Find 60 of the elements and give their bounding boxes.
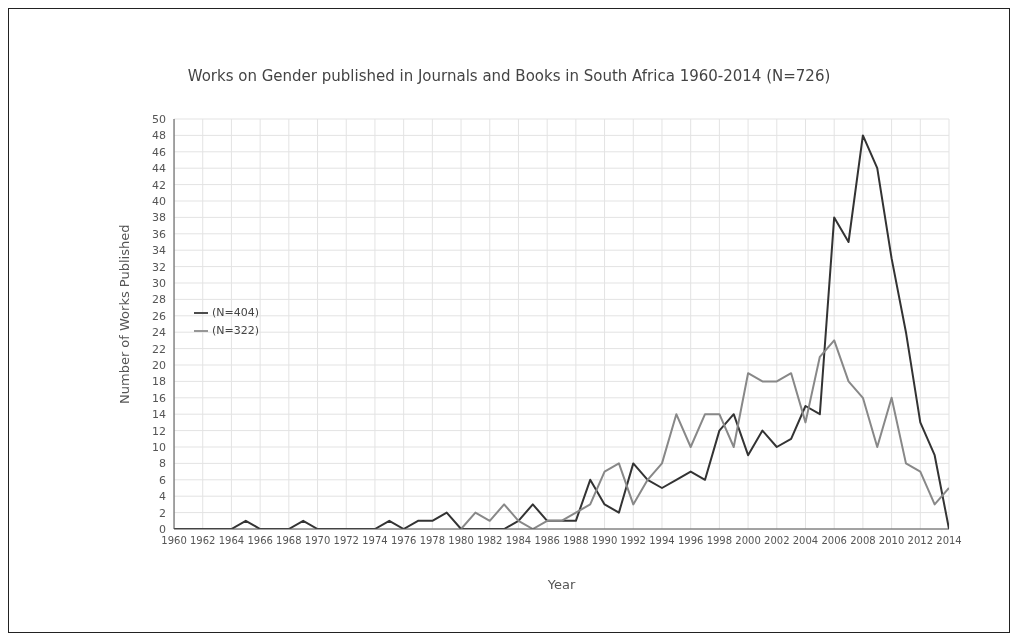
x-tick-label: 1960 bbox=[161, 535, 187, 547]
y-tick-label: 26 bbox=[152, 309, 167, 323]
y-tick-label: 2 bbox=[159, 506, 167, 520]
x-tick-label: 2006 bbox=[821, 535, 847, 547]
x-tick-label: 1966 bbox=[247, 535, 273, 547]
chart-title: Works on Gender published in Journals and Books in South Africa 1960-2014 (N=726) bbox=[186, 67, 832, 85]
x-tick-label: 2004 bbox=[792, 535, 819, 547]
y-tick-label: 28 bbox=[152, 293, 167, 307]
y-tick-label: 0 bbox=[159, 522, 167, 536]
x-tick-label: 1974 bbox=[362, 535, 388, 547]
line-series bbox=[460, 339, 949, 529]
y-tick-label: 16 bbox=[152, 391, 167, 405]
x-tick-label: 1964 bbox=[218, 535, 245, 547]
x-tick-label: 1994 bbox=[649, 535, 675, 547]
x-tick-label: 1972 bbox=[333, 535, 359, 547]
y-tick-label: 46 bbox=[152, 145, 167, 159]
x-tick-label: 1962 bbox=[190, 535, 216, 547]
x-tick-label: 1970 bbox=[304, 535, 331, 547]
y-tick-label: 22 bbox=[152, 342, 167, 356]
x-tick-label: 1996 bbox=[677, 535, 704, 547]
y-tick-label: 14 bbox=[152, 408, 167, 422]
x-tick-label: 1980 bbox=[448, 535, 474, 547]
x-tick-label: 2000 bbox=[735, 535, 761, 547]
x-tick-label: 1988 bbox=[563, 535, 589, 547]
y-tick-label: 48 bbox=[152, 129, 167, 143]
x-tick-label: 1982 bbox=[477, 535, 503, 547]
y-tick-label: 20 bbox=[152, 358, 167, 372]
y-tick-label: 4 bbox=[159, 490, 167, 504]
y-tick-label: 50 bbox=[152, 112, 167, 126]
x-tick-label: 1990 bbox=[591, 535, 618, 547]
y-tick-label: 38 bbox=[152, 211, 167, 225]
x-tick-label: 1992 bbox=[620, 535, 646, 547]
legend-label: (N=404) bbox=[212, 306, 260, 319]
x-tick-label: 2010 bbox=[878, 535, 905, 547]
legend-label: (N=322) bbox=[212, 324, 260, 337]
y-tick-label: 32 bbox=[152, 260, 167, 274]
y-tick-label: 12 bbox=[152, 424, 167, 438]
y-tick-label: 40 bbox=[152, 194, 167, 208]
x-tick-label: 2014 bbox=[936, 535, 962, 547]
y-axis-title: Number of Works Published bbox=[116, 224, 132, 404]
x-tick-label: 1998 bbox=[706, 535, 733, 547]
y-tick-label: 30 bbox=[152, 276, 167, 290]
x-tick-label: 1984 bbox=[505, 535, 532, 547]
y-tick-label: 10 bbox=[152, 440, 167, 454]
y-tick-label: 6 bbox=[159, 473, 167, 487]
x-tick-label: 1986 bbox=[534, 535, 560, 547]
x-tick-label: 2002 bbox=[764, 535, 790, 547]
y-tick-label: 36 bbox=[152, 227, 167, 241]
x-tick-label: 2008 bbox=[850, 535, 876, 547]
x-axis-title: Year bbox=[546, 577, 576, 592]
y-tick-label: 18 bbox=[152, 375, 167, 389]
y-tick-label: 24 bbox=[152, 326, 167, 340]
y-tick-label: 34 bbox=[152, 244, 167, 258]
y-tick-label: 42 bbox=[152, 178, 167, 192]
x-tick-label: 1968 bbox=[276, 535, 302, 547]
x-tick-label: 1976 bbox=[390, 535, 417, 547]
y-tick-label: 44 bbox=[152, 162, 167, 176]
x-tick-label: 2012 bbox=[907, 535, 934, 547]
y-tick-label: 8 bbox=[159, 457, 167, 471]
x-tick-label: 1978 bbox=[419, 535, 446, 547]
